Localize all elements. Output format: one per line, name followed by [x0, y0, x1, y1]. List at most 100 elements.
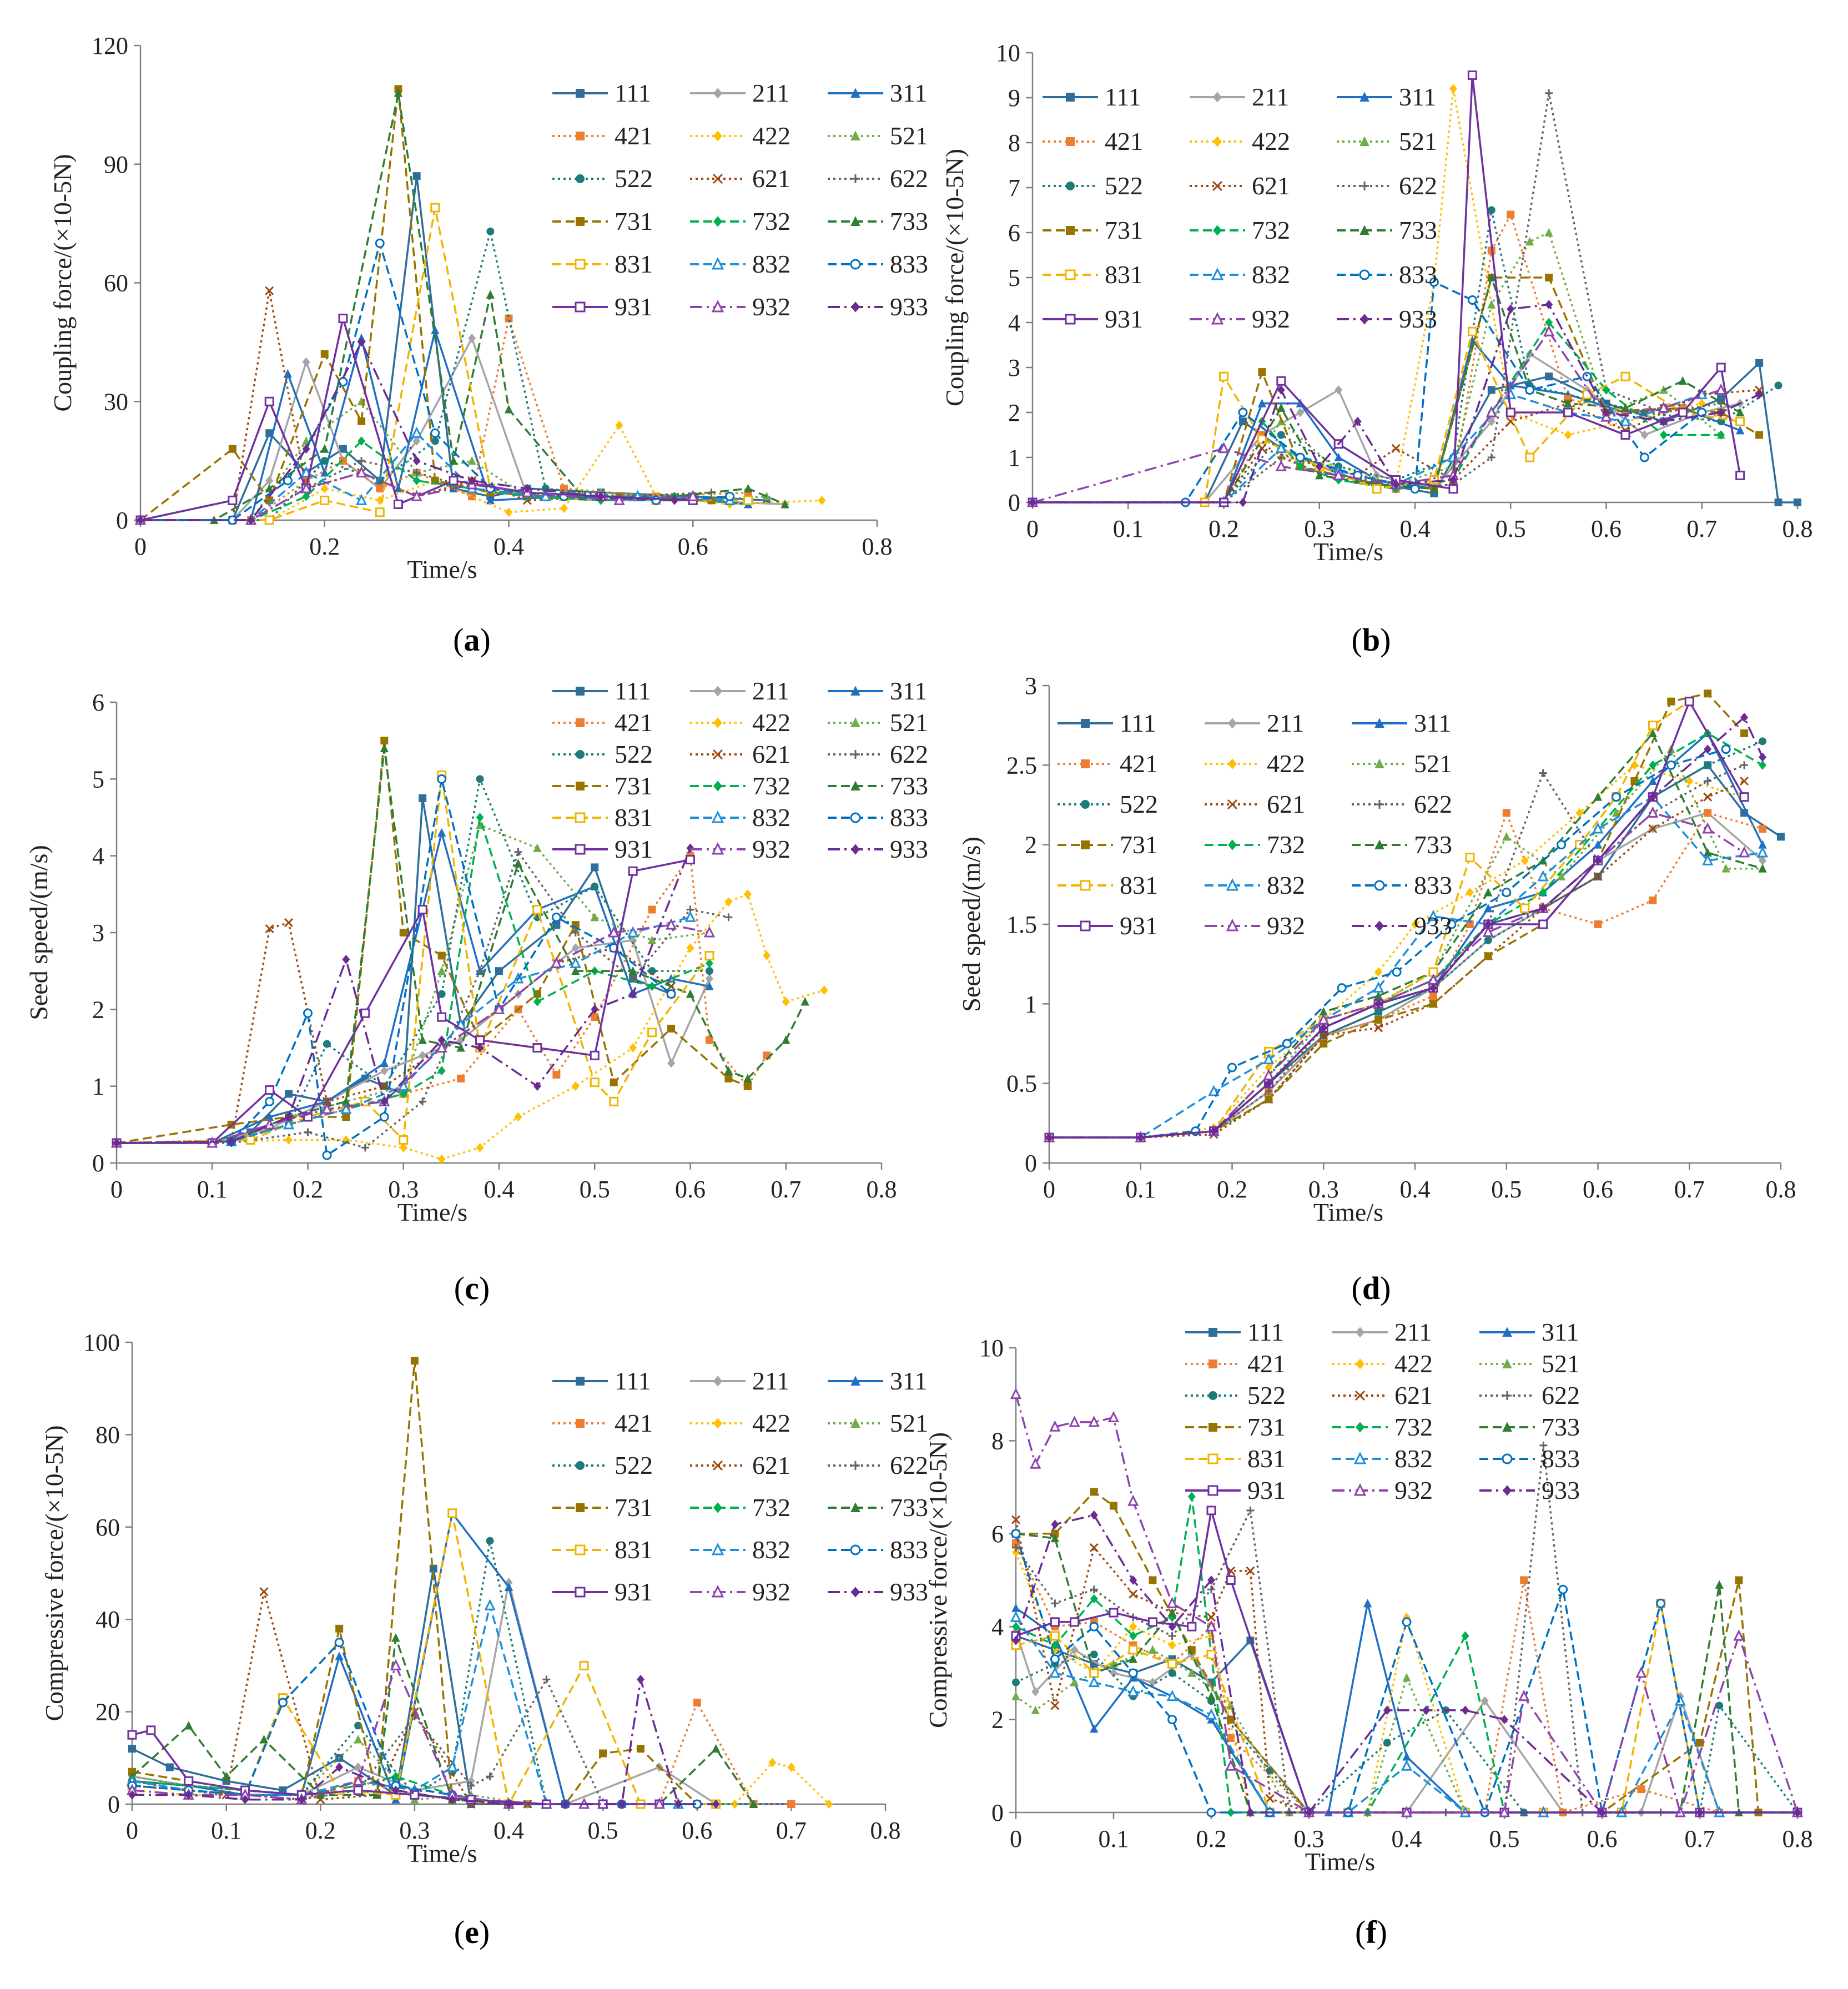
data-point-932 [1401, 1806, 1413, 1817]
data-point-731 [342, 1113, 350, 1121]
legend-label: 211 [752, 677, 789, 705]
data-point-733 [1167, 1608, 1177, 1617]
data-point-311 [504, 1582, 513, 1591]
data-point-831 [399, 1135, 409, 1145]
series-933 [1045, 712, 1767, 1142]
data-point-931 [1716, 362, 1726, 372]
data-point-422 [615, 420, 623, 430]
legend-label: 111 [1120, 709, 1156, 737]
legend-item-933: 933 [828, 293, 928, 321]
y-tick-label: 9 [1008, 84, 1020, 112]
data-point-933 [1265, 1079, 1273, 1089]
data-point-833 [1558, 1584, 1568, 1594]
legend-marker [1207, 1485, 1218, 1496]
series-line-931 [140, 317, 693, 521]
data-point-422 [320, 484, 329, 494]
legend: 111 211 311 421 422 521 522 621 622 731 732 733 831 8… [552, 1367, 928, 1606]
data-point-421 [1520, 1576, 1528, 1584]
legend-marker [1359, 269, 1370, 280]
legend-label: 621 [752, 164, 790, 193]
x-tick-label: 0.1 [211, 1817, 241, 1844]
data-point-833 [1167, 1715, 1177, 1725]
legend-marker [1080, 920, 1091, 931]
legend-label: 522 [1247, 1381, 1286, 1409]
legend-label: 733 [890, 1493, 928, 1522]
data-point-211 [419, 1050, 427, 1060]
data-point-733 [571, 966, 580, 975]
data-point-933 [1238, 497, 1247, 507]
legend-item-311: 311 [828, 677, 927, 705]
x-tick-label: 0.7 [771, 1176, 801, 1203]
legend: 111 211 311 421 422 521 522 621 622 731 732 733 831 8… [1043, 83, 1437, 333]
data-point-933 [357, 337, 366, 347]
data-point-422 [1575, 808, 1584, 818]
data-point-621 [322, 1097, 332, 1106]
legend-item-833: 833 [1479, 1444, 1580, 1473]
legend-label: 422 [1267, 749, 1305, 778]
y-tick-label: 40 [95, 1606, 120, 1633]
data-point-733 [724, 1066, 733, 1075]
data-point-933 [712, 1799, 720, 1809]
y-axis-title: Coupling force/(×10-5N) [48, 154, 77, 411]
data-point-933 [1598, 1807, 1606, 1817]
legend-marker [576, 174, 585, 183]
series-211 [1029, 349, 1744, 507]
legend-item-832: 832 [1332, 1444, 1433, 1473]
legend-label: 522 [1105, 172, 1143, 200]
legend-label: 111 [1105, 83, 1141, 111]
data-point-833 [1525, 385, 1535, 395]
data-point-521 [1031, 1705, 1040, 1714]
data-point-933 [1717, 407, 1725, 417]
data-point-933 [1315, 461, 1323, 471]
data-point-422 [731, 1799, 739, 1809]
chart-panel-f: 0 2 4 6 8 10 0 0.1 0.2 0.3 0.4 0.5 0.6 0.7 0.8 Time/s Co… [924, 1318, 1813, 1950]
legend-label: 733 [1414, 830, 1452, 859]
series-932 [1010, 1387, 1804, 1817]
legend-item-732: 732 [1332, 1413, 1433, 1441]
data-point-833 [1467, 295, 1477, 305]
data-point-933 [1090, 1510, 1098, 1520]
legend-marker [1211, 268, 1224, 280]
data-point-933 [1136, 1132, 1145, 1142]
legend-label: 832 [1394, 1444, 1433, 1473]
data-point-833 [265, 1096, 275, 1106]
legend-label: 731 [1120, 830, 1158, 859]
data-point-311 [1090, 1724, 1099, 1733]
data-point-521 [1525, 236, 1534, 246]
legend-marker [1360, 314, 1369, 325]
legend-item-732: 732 [690, 207, 790, 235]
data-point-422 [505, 507, 513, 517]
data-point-522 [1374, 1008, 1383, 1016]
data-point-932 [653, 1797, 666, 1809]
legend-marker [1213, 225, 1222, 236]
data-point-422 [1630, 760, 1639, 770]
data-point-932 [608, 926, 620, 938]
data-point-832 [1427, 909, 1439, 922]
legend-label: 833 [1399, 260, 1437, 289]
data-point-931 [1505, 407, 1515, 417]
data-point-733 [259, 1735, 269, 1744]
y-tick-label: 60 [95, 1514, 120, 1541]
data-point-832 [1674, 1694, 1686, 1706]
data-point-211 [1070, 1645, 1079, 1655]
data-point-933 [1461, 1705, 1469, 1715]
data-point-831 [1520, 903, 1530, 913]
data-point-421 [591, 1013, 599, 1021]
data-point-521 [437, 966, 446, 975]
data-point-833 [1282, 1039, 1292, 1049]
data-point-833 [278, 1698, 288, 1708]
data-point-932 [551, 956, 562, 968]
legend-marker [1208, 1391, 1217, 1400]
legend-marker [1081, 840, 1090, 849]
data-point-733 [1207, 1691, 1216, 1700]
legend-item-831: 831 [1058, 871, 1158, 899]
chart-panel-b: 0 1 2 3 4 5 6 7 8 9 10 0 0.1 0.2 0.3 0.4 0.5 0.6 0.7 0.8 Tim… [940, 39, 1813, 658]
series-line-111 [140, 175, 767, 521]
y-tick-label: 80 [95, 1421, 120, 1448]
data-point-932 [1498, 1806, 1510, 1817]
legend-marker [576, 1377, 585, 1386]
data-point-733 [1563, 399, 1573, 407]
legend-label: 421 [1247, 1350, 1286, 1378]
x-axis-title: Time/s [397, 1198, 467, 1226]
data-point-211 [705, 974, 713, 984]
